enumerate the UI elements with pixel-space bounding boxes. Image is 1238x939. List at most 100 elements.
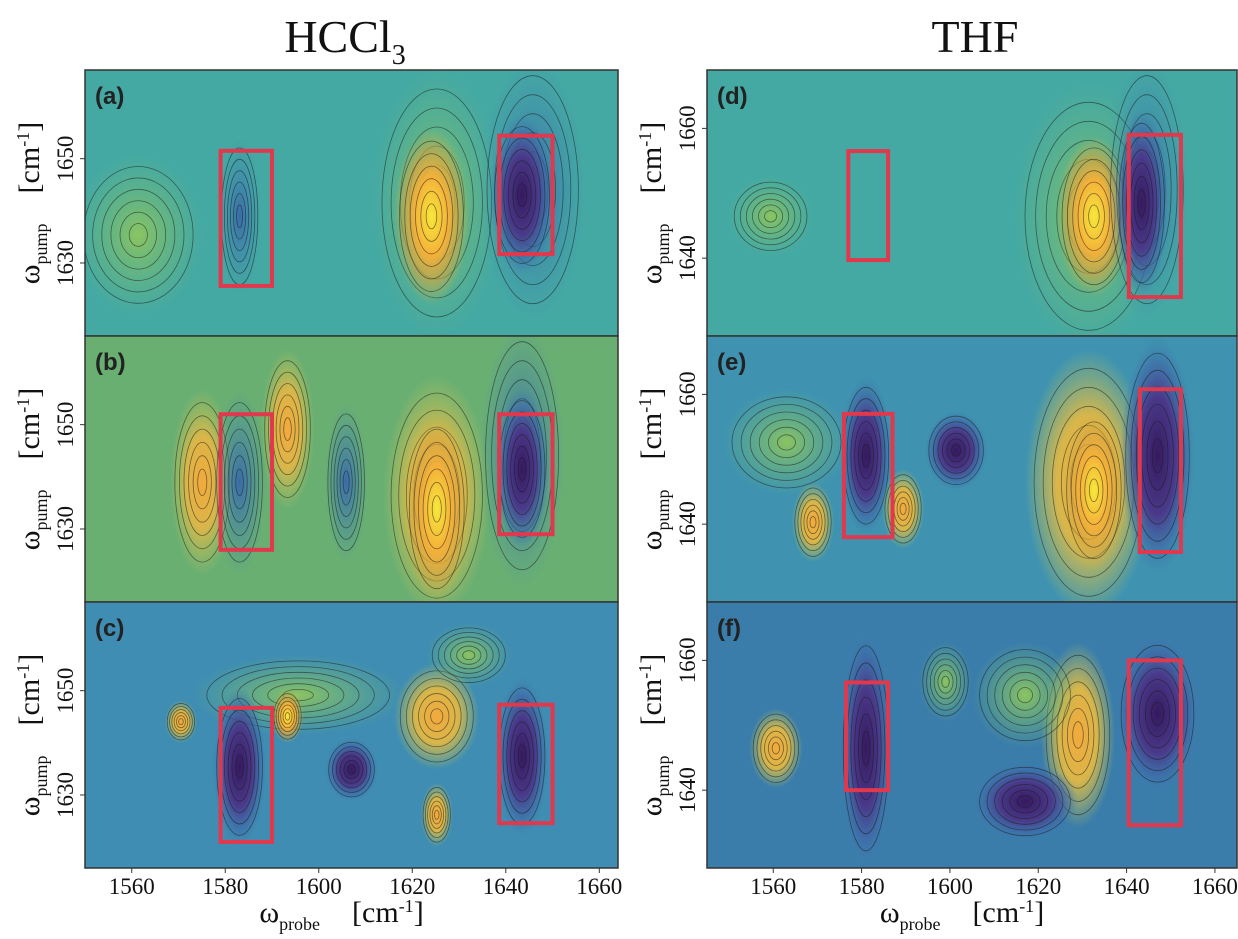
axis-unit: [cm xyxy=(973,896,1020,929)
contour-line xyxy=(1110,75,1184,305)
contour-line xyxy=(197,468,208,497)
contour-line xyxy=(514,733,531,780)
contour-line xyxy=(424,700,450,732)
contour-line xyxy=(994,778,1056,825)
contour-line xyxy=(1120,644,1195,783)
contour-line xyxy=(486,75,579,305)
contour-line xyxy=(233,193,247,240)
contour-line xyxy=(336,447,356,517)
contour-line xyxy=(1067,708,1090,763)
contour-line xyxy=(431,495,442,523)
contour-line xyxy=(941,675,950,688)
contour-line xyxy=(1088,204,1100,229)
contour-line xyxy=(178,718,184,726)
contour-line xyxy=(284,712,291,721)
plot-area xyxy=(707,602,1237,868)
contour-line xyxy=(1017,687,1033,704)
contour-line xyxy=(235,755,244,779)
contour-line xyxy=(986,772,1064,831)
contour-line xyxy=(275,394,300,464)
x-tick-label: 1620 xyxy=(389,874,435,899)
y-axis-label: ωpump [cm-1] xyxy=(13,654,51,816)
plot-area xyxy=(707,70,1237,336)
contour-line xyxy=(979,649,1071,742)
axis-subscript: pump xyxy=(31,223,51,264)
contour-blob xyxy=(1062,410,1126,571)
contour-line xyxy=(1072,721,1084,749)
column-title: THF xyxy=(932,11,1019,62)
contour-line xyxy=(227,441,252,523)
contour-line xyxy=(223,428,256,536)
contour-line xyxy=(404,153,459,280)
contour-line xyxy=(418,455,456,563)
contour-line xyxy=(1001,671,1049,719)
contour-line xyxy=(128,223,148,247)
contour-line xyxy=(399,140,464,292)
contour-line xyxy=(932,421,980,480)
contour-line xyxy=(226,170,253,263)
contour-line xyxy=(339,459,353,506)
contour-line xyxy=(328,741,375,798)
x-tick-label: 1660 xyxy=(576,874,622,899)
contour-line xyxy=(986,656,1064,734)
axis-unit-sup: -1 xyxy=(635,664,655,679)
axis-unit: [cm xyxy=(13,413,46,460)
contour-line xyxy=(942,432,971,468)
contour-line xyxy=(275,696,300,736)
x-tick-label: 1660 xyxy=(1192,874,1238,899)
contour-line xyxy=(767,736,784,761)
y-axis-label: ωpump [cm-1] xyxy=(13,122,51,284)
y-axis-label: ωpump [cm-1] xyxy=(635,122,673,284)
contour-blob xyxy=(394,128,469,305)
contour-line xyxy=(1138,679,1177,749)
y-tick-label: 1660 xyxy=(675,637,700,683)
contour-line xyxy=(797,493,829,552)
axis-subscript: pump xyxy=(31,489,51,530)
panel: (d) 1640 1660 ωpump [cm-1] xyxy=(635,69,1238,337)
contour-line xyxy=(760,725,792,772)
contour-line xyxy=(946,438,966,463)
contour-line xyxy=(1144,690,1171,737)
highlight-box xyxy=(218,705,275,844)
contour-line xyxy=(994,664,1056,726)
plot-area xyxy=(707,336,1237,602)
contour-line xyxy=(1137,189,1146,217)
contour-line xyxy=(1146,421,1169,491)
contour-line xyxy=(929,658,962,705)
x-tick-label: 1640 xyxy=(483,874,529,899)
contour-line xyxy=(502,698,542,814)
contour-line xyxy=(506,710,538,803)
y-tick-label: 1630 xyxy=(53,506,78,552)
panel-label: (e) xyxy=(717,349,746,376)
panel-label: (d) xyxy=(717,83,748,110)
contour-line xyxy=(767,426,806,458)
contour-line xyxy=(1070,432,1118,548)
axis-unit: [cm xyxy=(13,147,46,194)
contour-line xyxy=(756,719,796,778)
contour-line xyxy=(230,181,250,251)
y-tick-label: 1660 xyxy=(675,371,700,417)
contour-line xyxy=(173,712,189,732)
title-subscript: 3 xyxy=(392,40,406,71)
contour-line xyxy=(235,468,244,497)
contour-line xyxy=(231,743,248,791)
contour-line xyxy=(512,171,532,219)
axis-symbol: ω xyxy=(635,796,668,816)
contour-blob xyxy=(972,761,1078,842)
highlight-box xyxy=(497,702,555,826)
contour-line xyxy=(1130,369,1185,542)
contour-line xyxy=(405,677,468,755)
contour-line xyxy=(236,204,244,229)
contour-line xyxy=(764,730,788,766)
highlight-box xyxy=(1126,658,1183,828)
axis-unit: [cm xyxy=(635,147,668,194)
contour-line xyxy=(752,198,790,234)
axis-unit: [cm xyxy=(635,679,668,726)
contour-line xyxy=(409,165,454,267)
axis-unit-sup: -1 xyxy=(399,896,414,916)
contour-line xyxy=(420,190,443,242)
contour-line xyxy=(171,709,191,735)
contour-blob xyxy=(426,623,512,688)
axis-unit-sup: -1 xyxy=(1019,896,1034,916)
